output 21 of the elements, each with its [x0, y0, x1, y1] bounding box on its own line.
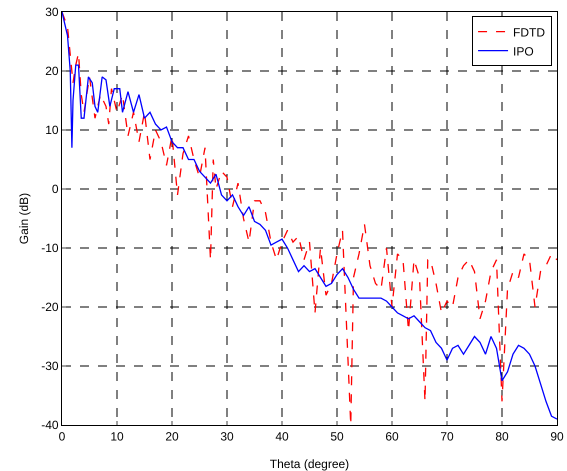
y-tick-label: -20	[41, 300, 59, 314]
x-tick-label: 90	[550, 429, 564, 444]
y-tick-label: -40	[41, 418, 59, 432]
legend-label: IPO	[513, 44, 534, 58]
legend-label: FDTD	[513, 25, 546, 40]
y-tick-label: 30	[45, 5, 59, 20]
x-tick-label: 20	[165, 429, 179, 444]
y-tick-label: 10	[45, 123, 59, 138]
x-tick-label: 40	[275, 429, 289, 444]
y-tick-label: -10	[41, 241, 59, 256]
x-tick-label: 80	[495, 429, 509, 444]
y-tick-label: 0	[52, 182, 59, 196]
y-axis-title: Gain (dB)	[17, 192, 31, 244]
x-tick-label: 30	[220, 429, 234, 444]
x-tick-label: 10	[110, 429, 124, 444]
x-tick-label: 60	[385, 429, 399, 444]
y-tick-label: -30	[41, 359, 59, 374]
x-axis-title: Theta (degree)	[270, 457, 350, 471]
x-tick-label: 50	[330, 429, 344, 444]
y-tick-label: 20	[45, 64, 59, 78]
x-tick-label: 70	[440, 429, 454, 444]
